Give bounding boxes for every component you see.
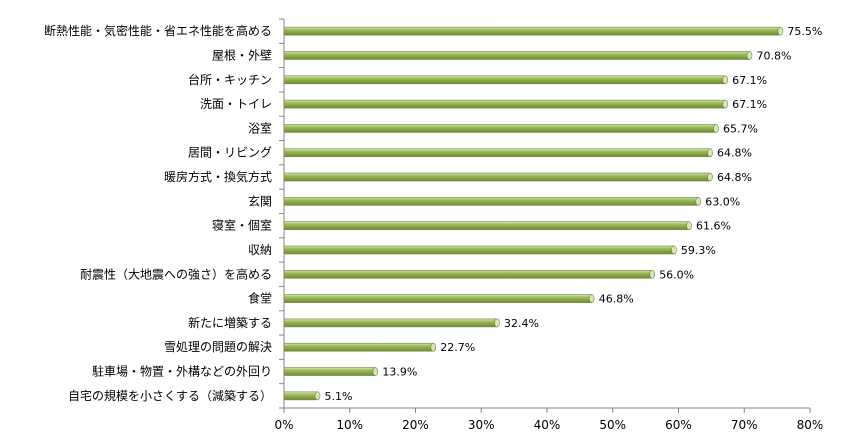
bar-end-cap <box>713 124 719 133</box>
bar-end-cap <box>707 148 713 158</box>
x-tick-label: 0% <box>274 418 293 432</box>
bar-end-cap <box>722 75 728 85</box>
category-label: 断熱性能・気密性能・省エネ性能を高める <box>44 23 272 38</box>
data-label: 22.7% <box>440 341 475 354</box>
axes-group: 断熱性能・気密性能・省エネ性能を高める屋根・外壁台所・キッチン洗面・トイレ浴室居… <box>44 18 824 432</box>
category-label: 雪処理の問題の解決 <box>164 340 272 354</box>
data-label: 70.8% <box>757 49 792 62</box>
bar-end-cap <box>746 51 753 60</box>
data-label: 32.4% <box>504 317 539 330</box>
category-label: 暖房方式・換気方式 <box>164 169 272 184</box>
bar <box>283 391 318 401</box>
data-label: 75.5% <box>787 25 822 38</box>
data-label: 65.7% <box>723 122 758 135</box>
bar <box>283 221 690 230</box>
category-label: 駐車場・物置・外構などの外回り <box>92 364 272 379</box>
x-tick-label: 50% <box>599 418 626 432</box>
bar <box>283 148 711 158</box>
bar-end-cap <box>372 367 379 376</box>
category-label: 洗面・トイレ <box>200 97 272 111</box>
data-label: 64.8% <box>717 147 752 160</box>
bar <box>283 124 717 133</box>
bar <box>283 26 781 36</box>
category-label: 収納 <box>248 243 272 257</box>
bar <box>283 51 750 60</box>
category-label: 食堂 <box>248 291 272 306</box>
bar-end-cap <box>777 26 784 36</box>
bar <box>283 197 699 206</box>
data-label: 67.1% <box>732 98 767 111</box>
bar <box>283 269 653 279</box>
bar <box>283 367 376 376</box>
data-label: 67.1% <box>732 74 767 87</box>
category-label: 浴室 <box>248 120 272 135</box>
bar-end-cap <box>649 269 656 279</box>
category-label: 自宅の規模を小さくする（減築する） <box>68 388 272 403</box>
bars-group: 75.5% 70.8% 67.1% 67.1% 65.7% 64.8% 64.8% 63.0%… <box>283 25 822 403</box>
category-label: 屋根・外壁 <box>212 47 272 62</box>
category-label: 寝室・個室 <box>212 218 272 233</box>
category-label: 台所・キッチン <box>188 72 272 87</box>
bar <box>283 172 711 182</box>
bar <box>283 342 434 352</box>
category-label: 玄関 <box>248 193 272 208</box>
x-tick-label: 10% <box>336 418 363 432</box>
x-tick-label: 60% <box>665 418 692 432</box>
data-label: 59.3% <box>681 244 716 257</box>
bar-end-cap <box>707 172 713 182</box>
bar-end-cap <box>695 197 702 206</box>
data-label: 46.8% <box>599 293 634 306</box>
data-label: 61.6% <box>696 220 731 233</box>
bar-end-cap <box>430 342 437 352</box>
bar-end-cap <box>588 294 595 303</box>
category-label: 新たに増築する <box>188 315 272 330</box>
bar <box>283 294 593 303</box>
x-tick-label: 80% <box>797 418 824 432</box>
bar-end-cap <box>722 99 728 109</box>
data-label: 64.8% <box>717 171 752 184</box>
bar <box>283 99 726 109</box>
data-label: 5.1% <box>325 390 353 403</box>
x-tick-label: 70% <box>731 418 758 432</box>
category-label: 居間・リビング <box>188 146 272 160</box>
bar <box>283 245 675 255</box>
x-tick-label: 40% <box>534 418 561 432</box>
data-label: 63.0% <box>705 195 740 208</box>
bar <box>283 75 726 85</box>
bar-end-cap <box>671 245 677 255</box>
bar-end-cap <box>686 221 692 230</box>
category-label: 耐震性（大地震への強さ）を高める <box>80 266 272 281</box>
data-label: 13.9% <box>382 366 417 379</box>
bar <box>283 318 498 328</box>
bar-end-cap <box>494 318 500 328</box>
x-tick-label: 30% <box>468 418 495 432</box>
bar-end-cap <box>314 391 321 401</box>
x-tick-label: 20% <box>402 418 429 432</box>
data-label: 56.0% <box>659 268 694 281</box>
